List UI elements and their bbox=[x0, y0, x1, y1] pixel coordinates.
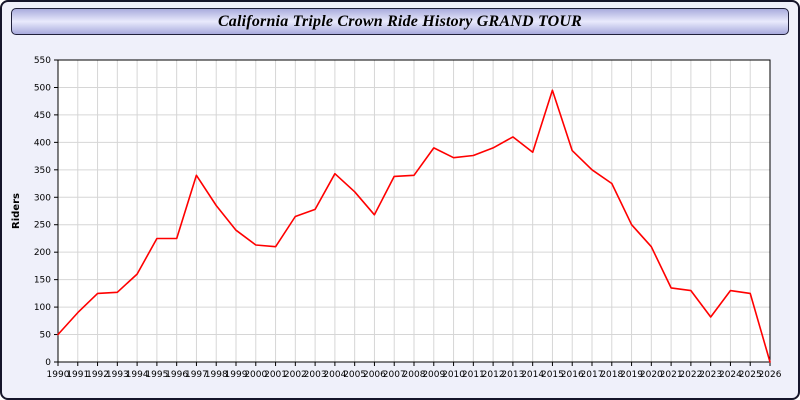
x-tick-label: 2026 bbox=[759, 370, 782, 380]
x-tick-label: 2018 bbox=[600, 370, 623, 380]
x-tick-label: 1994 bbox=[126, 370, 149, 380]
x-tick-label: 1995 bbox=[145, 370, 168, 380]
y-tick-label: 0 bbox=[45, 358, 51, 368]
x-tick-label: 2003 bbox=[304, 370, 327, 380]
y-tick-label: 200 bbox=[34, 248, 51, 258]
x-tick-label: 2021 bbox=[660, 370, 683, 380]
x-tick-label: 1991 bbox=[66, 370, 89, 380]
x-tick-label: 1993 bbox=[106, 370, 129, 380]
x-tick-label: 2005 bbox=[343, 370, 366, 380]
x-tick-label: 2015 bbox=[541, 370, 564, 380]
x-tick-label: 2017 bbox=[581, 370, 604, 380]
y-tick-label: 400 bbox=[34, 138, 51, 148]
y-tick-label: 250 bbox=[34, 221, 51, 231]
x-tick-label: 2011 bbox=[462, 370, 485, 380]
x-tick-label: 2008 bbox=[403, 370, 426, 380]
x-tick-label: 1998 bbox=[205, 370, 228, 380]
x-tick-label: 2012 bbox=[482, 370, 505, 380]
x-tick-label: 1997 bbox=[185, 370, 208, 380]
x-tick-label: 2006 bbox=[363, 370, 386, 380]
chart-area: 0 50 100 150 200 250 300 350 400 450 500 550 1990 199… bbox=[6, 44, 798, 396]
x-tick-label: 2009 bbox=[422, 370, 445, 380]
y-axis-title: Riders bbox=[11, 193, 22, 229]
y-tick-label: 100 bbox=[34, 303, 51, 313]
page-title: California Triple Crown Ride History GRA… bbox=[217, 12, 583, 30]
y-tick-label: 450 bbox=[34, 111, 51, 121]
y-tick-label: 50 bbox=[40, 331, 52, 341]
x-tick-label: 2020 bbox=[640, 370, 663, 380]
x-tick-label: 2010 bbox=[442, 370, 465, 380]
x-tick-label: 1990 bbox=[47, 370, 70, 380]
y-tick-label: 300 bbox=[34, 193, 51, 203]
line-chart: 0501001502002503003504004505005501990199… bbox=[11, 56, 782, 380]
y-tick-label: 150 bbox=[34, 276, 51, 286]
x-tick-label: 1999 bbox=[225, 370, 248, 380]
x-tick-label: 2004 bbox=[323, 370, 346, 380]
x-tick-label: 1996 bbox=[165, 370, 188, 380]
x-tick-label: 2023 bbox=[699, 370, 722, 380]
y-tick-label: 350 bbox=[34, 166, 51, 176]
x-tick-label: 2013 bbox=[501, 370, 524, 380]
x-tick-label: 2022 bbox=[679, 370, 702, 380]
y-tick-label: 550 bbox=[34, 56, 51, 66]
x-tick-label: 2000 bbox=[244, 370, 267, 380]
x-tick-label: 2014 bbox=[521, 370, 544, 380]
y-tick-label: 500 bbox=[34, 83, 51, 93]
x-tick-label: 2007 bbox=[383, 370, 406, 380]
chart-line bbox=[57, 89, 771, 363]
x-tick-label: 1992 bbox=[86, 370, 109, 380]
x-tick-label: 2001 bbox=[264, 370, 287, 380]
x-tick-label: 2025 bbox=[739, 370, 762, 380]
x-tick-label: 2002 bbox=[284, 370, 307, 380]
x-tick-label: 2019 bbox=[620, 370, 643, 380]
x-tick-label: 2016 bbox=[561, 370, 584, 380]
x-tick-label: 2024 bbox=[719, 370, 742, 380]
title-bar: California Triple Crown Ride History GRA… bbox=[11, 8, 789, 35]
